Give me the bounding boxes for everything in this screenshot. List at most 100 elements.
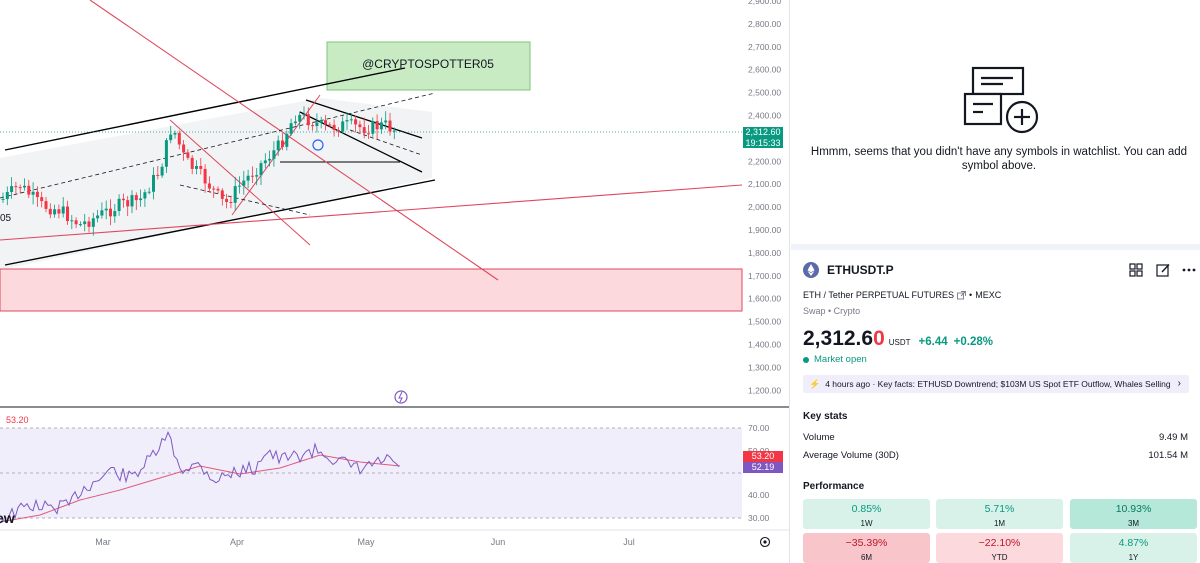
perf-period: 1W — [860, 519, 873, 528]
time-axis[interactable]: Mar Apr May Jun Jul — [95, 537, 635, 547]
rsi-ma-badge: 52.19 — [743, 462, 783, 473]
right-sidebar: Hmmm, seems that you didn't have any sym… — [791, 0, 1200, 563]
watchlist-empty-message: Hmmm, seems that you didn't have any sym… — [810, 146, 1188, 172]
grid-icon[interactable] — [1128, 262, 1144, 278]
price-main: 2,312.6 — [803, 327, 874, 350]
external-link-icon[interactable] — [957, 290, 966, 300]
candle-body — [268, 158, 272, 161]
candle-body — [306, 114, 310, 126]
perf-cell-6m[interactable]: −35.39% 6M — [803, 533, 930, 563]
news-banner[interactable]: ⚡ 4 hours ago · Key facts: ETHUSD Downtr… — [803, 375, 1189, 393]
rsi-value-badge: 53.20 — [743, 451, 783, 462]
dashed-midline — [179, 184, 311, 216]
last-price-value: 2,312.60 — [745, 127, 781, 137]
ethereum-icon — [803, 262, 819, 278]
chevron-right-icon[interactable]: › — [1177, 378, 1181, 389]
candle-body — [225, 198, 229, 203]
candle-body — [276, 140, 280, 151]
candle-body — [177, 132, 181, 145]
price-axis-label: 2,800.00 — [748, 19, 781, 29]
trend-line — [169, 119, 311, 246]
symbol-category: Swap • Crypto — [803, 306, 861, 316]
chart-pane[interactable]: @CRYPTOSPOTTER05 2,900.00 2,800.00 2,700.0… — [0, 0, 790, 563]
edit-icon[interactable] — [1155, 262, 1171, 278]
trend-line — [89, 0, 499, 281]
support-zone[interactable] — [0, 268, 743, 312]
perf-period: 1M — [993, 519, 1006, 528]
price-axis[interactable]: 2,900.00 2,800.00 2,700.00 2,600.00 2,500.00… — [748, 0, 781, 395]
candlestick-series — [1, 106, 396, 236]
candle-body — [341, 121, 345, 132]
perf-period: YTD — [991, 553, 1008, 562]
candle-body — [31, 191, 35, 195]
candle-body — [117, 198, 121, 212]
symbol-description: ETH / Tether PERPETUAL FUTURES — [803, 290, 955, 300]
candle-body — [126, 200, 130, 207]
candle-body — [160, 166, 164, 176]
drawing-lines[interactable] — [0, 0, 743, 281]
settings-gear-icon[interactable] — [759, 536, 771, 548]
price-row: 2,312.6 0 USDT +6.44 +0.28% — [803, 327, 993, 351]
stat-volume-label: Volume — [803, 432, 835, 443]
price-axis-label: 1,300.00 — [748, 362, 781, 372]
watchlist-empty-panel: Hmmm, seems that you didn't have any sym… — [791, 0, 1200, 250]
perf-cell-1m[interactable]: 5.71% 1M — [936, 499, 1063, 529]
candle-body — [332, 124, 336, 131]
candle-body — [263, 160, 267, 164]
candle-body — [190, 157, 194, 169]
candle-body — [298, 115, 302, 122]
candle-body — [345, 120, 349, 122]
rsi-ma-line — [0, 454, 401, 523]
candle-body — [96, 215, 100, 219]
perf-cell-1y[interactable]: 4.87% 1Y — [1070, 533, 1197, 563]
exchange-name[interactable]: MEXC — [975, 290, 1002, 300]
candle-body — [1, 199, 5, 201]
candle-body — [319, 120, 323, 123]
perf-period: 6M — [860, 553, 873, 562]
price-currency: USDT — [888, 338, 911, 347]
candle-body — [18, 187, 22, 189]
candle-body — [5, 191, 9, 200]
empty-watchlist-icon — [963, 66, 1039, 134]
candle-body — [173, 132, 177, 135]
news-headline[interactable]: 4 hours ago · Key facts: ETHUSD Downtren… — [825, 379, 1171, 389]
market-status: Market open — [803, 354, 867, 365]
candle-body — [61, 206, 65, 214]
candle-body — [182, 144, 186, 153]
candle-body — [354, 119, 358, 125]
candle-body — [246, 175, 250, 181]
performance-title: Performance — [803, 481, 865, 492]
candle-body — [328, 124, 332, 126]
market-open-dot-icon — [803, 356, 809, 363]
candle-body — [285, 133, 289, 147]
candle-body — [315, 122, 319, 127]
candle-body — [289, 123, 293, 134]
perf-cell-1w[interactable]: 0.85% 1W — [803, 499, 930, 529]
price-axis-label: 1,800.00 — [748, 248, 781, 258]
candle-body — [199, 166, 203, 169]
price-axis-label: 1,700.00 — [748, 271, 781, 281]
candle-body — [14, 186, 18, 188]
candle-body — [169, 134, 173, 141]
trend-line — [4, 67, 406, 151]
left-partial-label: 05 — [0, 213, 12, 224]
candle-body — [293, 121, 297, 124]
candle-body — [259, 163, 263, 176]
symbol-header[interactable]: ETHUSDT.P — [803, 262, 894, 278]
candle-body — [66, 206, 69, 222]
symbol-name[interactable]: ETHUSDT.P — [827, 263, 894, 277]
stat-volume-value: 9.49 M — [1158, 432, 1188, 443]
lightning-glyph — [398, 391, 403, 403]
perf-cell-ytd[interactable]: −22.10% YTD — [936, 533, 1063, 563]
perf-value: −22.10% — [978, 537, 1021, 549]
watermark-box[interactable] — [326, 41, 531, 91]
candle-body — [143, 192, 147, 199]
candle-body — [130, 195, 134, 207]
tradingview-logo-partial: ew — [0, 510, 15, 526]
more-icon[interactable] — [1181, 262, 1197, 278]
lightning-icon[interactable] — [394, 390, 408, 404]
price-axis-label: 2,700.00 — [748, 42, 781, 52]
perf-cell-3m[interactable]: 10.93% 3M — [1070, 499, 1197, 529]
price-chart[interactable]: @CRYPTOSPOTTER05 2,900.00 2,800.00 2,700.0… — [0, 0, 790, 563]
